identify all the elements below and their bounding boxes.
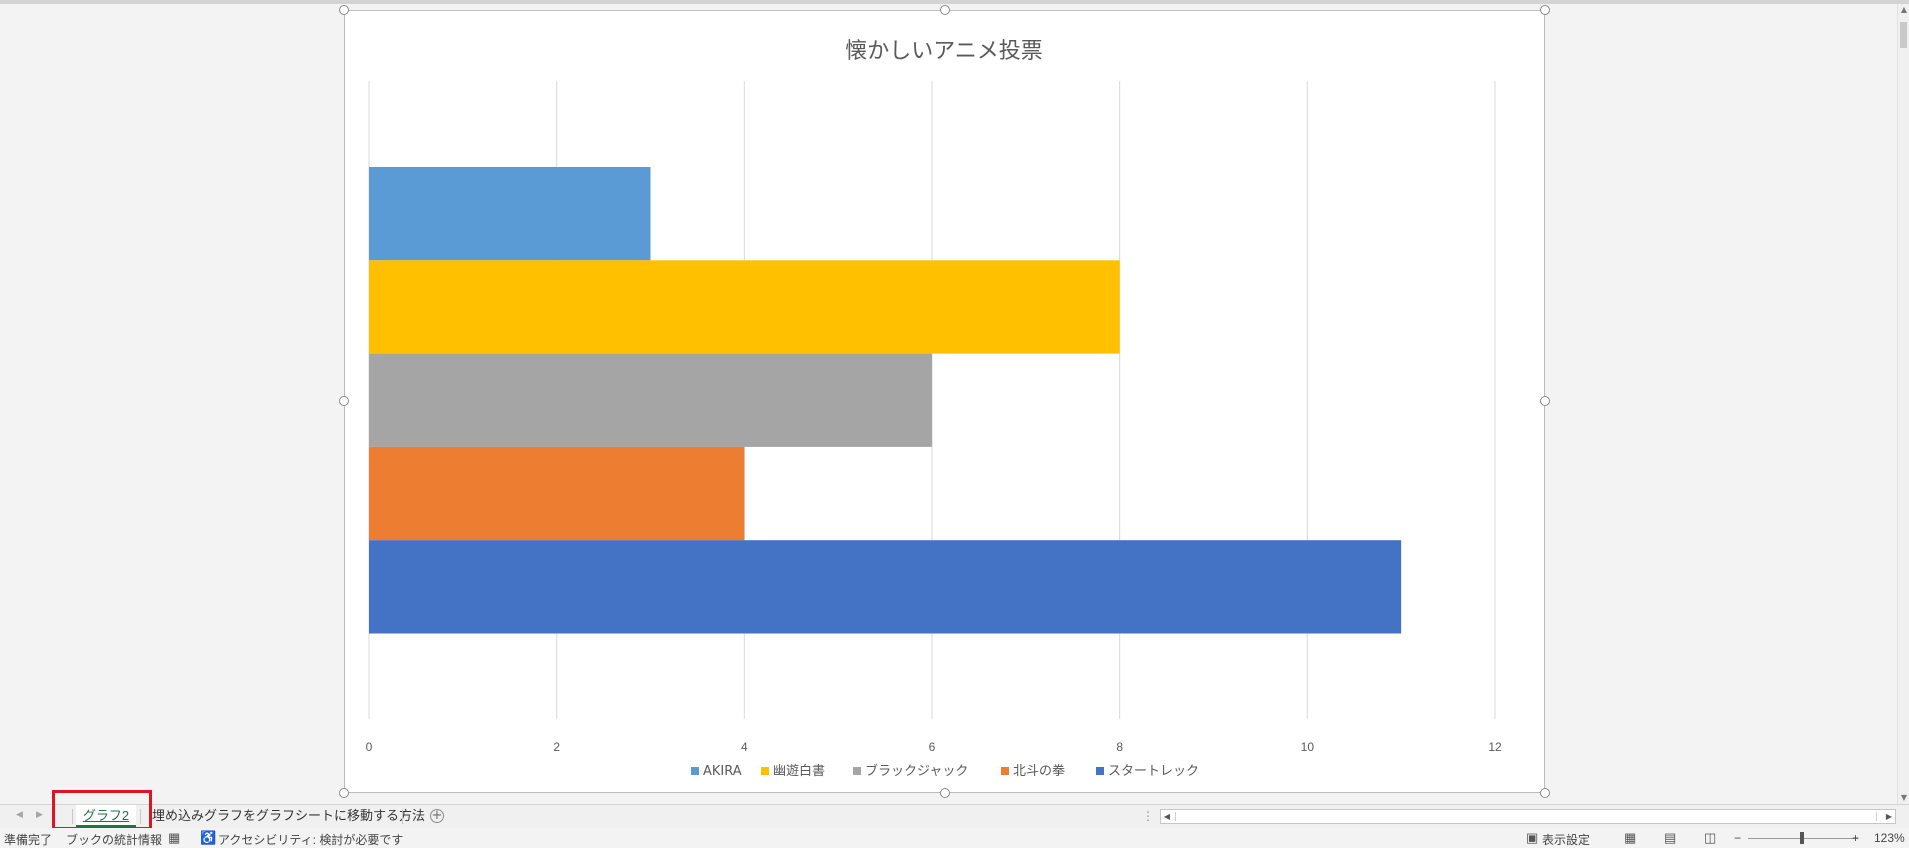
scroll-left-icon[interactable]: ◀ [1163, 812, 1171, 821]
add-sheet-button[interactable]: + [430, 809, 444, 823]
legend-swatch [853, 767, 861, 775]
zoom-slider-thumb[interactable] [1800, 832, 1804, 844]
legend-label: 幽遊白書 [773, 763, 825, 779]
tab-scroll-right-icon[interactable]: ▶ [36, 810, 43, 820]
tab-separator [140, 809, 141, 824]
legend-swatch [691, 767, 699, 775]
bar-2 [369, 353, 932, 447]
legend-label: AKIRA [703, 764, 742, 779]
tab-embedded-chart-howto[interactable]: 埋め込みグラフをグラフシートに移動する方法 [152, 808, 426, 823]
tab-separator [402, 809, 403, 824]
plus-circle-icon: + [431, 808, 443, 823]
vertical-scrollbar[interactable]: ▲ ▼ [1897, 4, 1909, 804]
x-tick-label: 10 [1301, 740, 1315, 754]
x-tick-label: 6 [929, 740, 936, 754]
zoom-level[interactable]: 123% [1874, 831, 1905, 845]
x-tick-label: 0 [366, 740, 373, 754]
calendar-icon[interactable]: ▦ [168, 830, 181, 845]
scroll-down-icon[interactable]: ▼ [1900, 793, 1908, 802]
x-tick-label: 2 [553, 740, 560, 754]
resize-handle-top[interactable] [940, 5, 950, 15]
vertical-scroll-thumb[interactable] [1900, 22, 1907, 48]
chart-area[interactable]: 懐かしいアニメ投票 0 2 4 6 8 10 12 AKIRA 幽遊白書 ブラックジャック 北斗の拳 ス… [344, 10, 1545, 793]
resize-handle-top-right[interactable] [1540, 5, 1550, 15]
legend-label: 北斗の拳 [1013, 763, 1065, 779]
resize-handle-right[interactable] [1540, 396, 1550, 406]
legend-label: ブラックジャック [865, 763, 968, 779]
chart-svg: 懐かしいアニメ投票 0 2 4 6 8 10 12 AKIRA 幽遊白書 ブラックジャック 北斗の拳 ス… [366, 39, 1502, 779]
x-tick-label: 12 [1488, 740, 1502, 754]
legend-label: スタートレック [1108, 764, 1199, 779]
zoom-out-button[interactable]: − [1734, 831, 1742, 845]
tab-scroll-left-icon[interactable]: ◀ [16, 810, 23, 820]
sheet-tab-bar: ◀ ▶ グラフ2 埋め込みグラフをグラフシートに移動する方法 + ⋮ ◀ ▶ [0, 804, 1909, 828]
workbook-statistics[interactable]: ブックの統計情報 [66, 833, 163, 847]
legend-swatch [761, 767, 769, 775]
status-ready: 準備完了 [4, 833, 53, 847]
tab-chart2[interactable]: グラフ2 [76, 805, 136, 827]
bar-3 [369, 446, 745, 541]
display-settings-icon[interactable]: ▣ [1526, 830, 1539, 845]
accessibility-status[interactable]: アクセシビリティ: 検討が必要です [218, 833, 404, 847]
scroll-right-icon[interactable]: ▶ [1885, 812, 1893, 821]
chart-title: 懐かしいアニメ投票 [845, 39, 1043, 64]
tab-separator [72, 809, 73, 824]
splitter-dots-icon[interactable]: ⋮ [1142, 809, 1154, 823]
resize-handle-bottom[interactable] [940, 788, 950, 798]
x-tick-label: 4 [741, 740, 748, 754]
resize-handle-bottom-right[interactable] [1540, 788, 1550, 798]
legend-swatch [1001, 767, 1009, 775]
scroll-up-icon[interactable]: ▲ [1900, 5, 1908, 14]
status-bar: 準備完了 ブックの統計情報 ▦ ♿ アクセシビリティ: 検討が必要です ▣ 表示… [0, 828, 1909, 848]
bar-4 [369, 540, 1402, 634]
top-border [0, 0, 1909, 4]
zoom-in-button[interactable]: + [1852, 831, 1860, 845]
resize-handle-left[interactable] [339, 396, 349, 406]
display-settings[interactable]: 表示設定 [1542, 833, 1591, 847]
page-break-view-icon[interactable]: ◫ [1704, 830, 1717, 845]
resize-handle-bottom-left[interactable] [339, 788, 349, 798]
bar-1 [369, 260, 1120, 354]
page-layout-view-icon[interactable]: ▤ [1664, 830, 1677, 845]
x-tick-label: 8 [1116, 740, 1123, 754]
bar-0 [369, 167, 651, 261]
horizontal-scrollbar[interactable]: ◀ ▶ [1160, 809, 1896, 824]
normal-view-icon[interactable]: ▦ [1624, 830, 1637, 845]
resize-handle-top-left[interactable] [339, 5, 349, 15]
horizontal-scroll-thumb[interactable] [1175, 812, 1877, 821]
legend-swatch [1096, 767, 1104, 775]
accessibility-icon[interactable]: ♿ [200, 830, 217, 845]
